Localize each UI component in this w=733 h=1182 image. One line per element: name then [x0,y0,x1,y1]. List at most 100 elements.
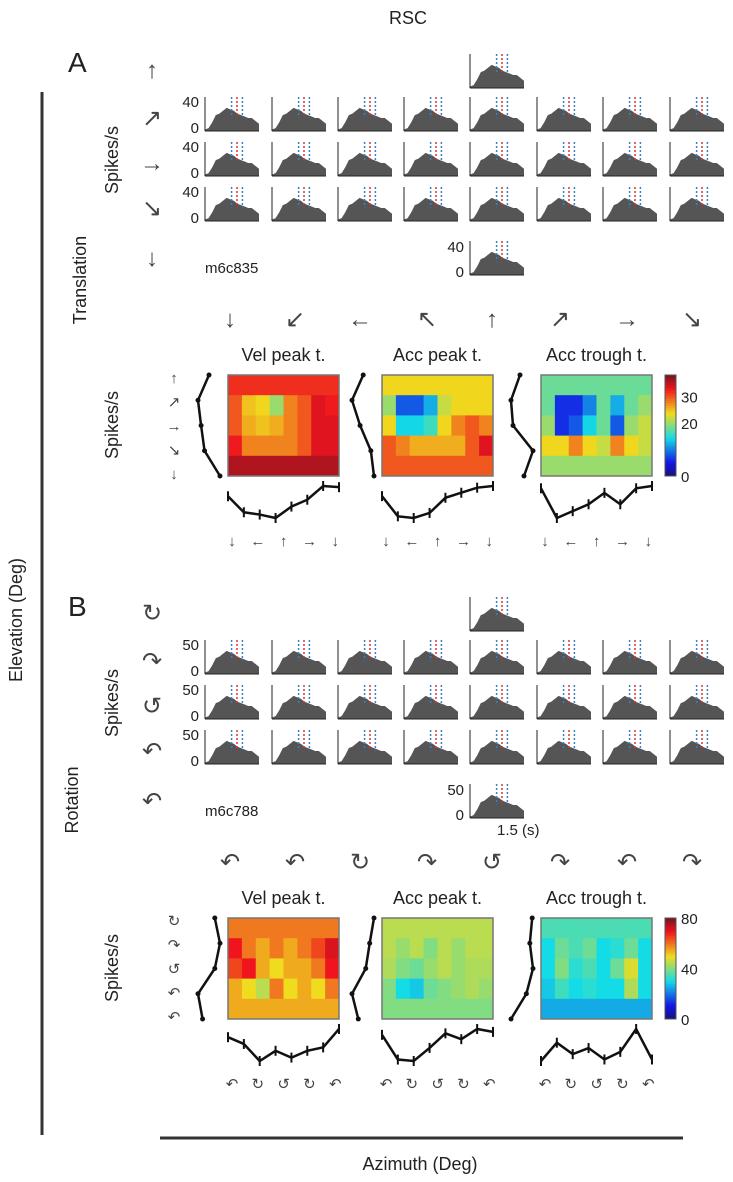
heatmap-cell [311,958,326,980]
colorbar-segment [665,412,676,416]
tuning-point [200,1016,206,1022]
colorbar-segment [665,410,676,414]
psth-ymin-label: 0 [191,120,199,137]
panel-b-letter: B [68,591,87,622]
colorbar-segment [665,433,676,437]
heatmap-cell [395,998,411,1020]
heatmap-cell [311,455,326,477]
azimuth-small-icon: ↓ [228,533,236,550]
heatmap-cell [255,435,271,457]
heatmap-cell [541,958,556,980]
heatmap-cell [228,938,243,959]
tuning-point [212,915,218,921]
tuning-point [510,423,516,428]
psth-cell-area [470,152,524,176]
tuning-point [508,1016,514,1022]
heatmap-cell [554,998,570,1020]
spikes-per-second-label: Spikes/s [102,391,122,459]
heatmap-frame [540,374,653,477]
heatmap-cell [437,375,452,396]
heatmap-cell [451,958,466,980]
colorbar-segment [665,395,676,399]
psth-cell-area [404,107,458,131]
elevation-label: Elevation (Deg) [6,558,26,682]
heatmap-cell [582,395,597,416]
colorbar-segment [665,958,676,962]
heatmap-cell [465,998,480,1020]
heatmap-cell [297,918,312,939]
heatmap-cell [297,375,312,396]
heatmap-cell [624,455,639,477]
heatmap-cell [479,415,494,437]
heatmap-cell [568,395,584,416]
heatmap-cell [269,455,284,477]
psth-cell-area [338,650,392,674]
heatmap-cell [596,435,611,457]
azimuth-direction-icon: ↙ [285,306,305,333]
azimuth-small-icon: ↶ [539,1076,552,1093]
psth-bottom-area [470,251,524,275]
map-title: Acc peak t. [393,888,482,908]
heatmap-cell [241,998,257,1020]
heatmap-cell [255,938,271,959]
heatmap-cell [568,415,584,437]
psth-cell-area [537,695,591,719]
psth-cell-area [205,107,259,131]
psth-ymax-label: 50 [447,782,464,799]
colorbar-segment [665,996,676,1000]
heatmap-cell [423,958,438,980]
colorbar-frame [664,374,677,477]
colorbar-segment [665,465,676,469]
psth-cell-area [338,197,392,221]
heatmap-cell [610,938,625,959]
tuning-point [195,397,201,403]
heatmap-cell [423,415,438,437]
colorbar-segment [665,440,676,444]
heatmap-cell [554,395,570,416]
psth-cell-area [404,695,458,719]
heatmap-cell [311,918,326,939]
heatmap-cell [596,918,611,939]
colorbar-segment [665,955,676,959]
heatmap-cell [451,998,466,1020]
heatmap-cell [241,958,257,980]
heatmap-cell [382,938,397,959]
heatmap-cell [423,998,438,1020]
psth-cell-area [338,107,392,131]
heatmap-cell [610,998,625,1020]
heatmap-cell [638,395,653,416]
heatmap-cell [596,958,611,980]
heatmap-cell [382,435,397,457]
heatmap-cell [638,998,653,1020]
heatmap-cell [437,435,452,457]
colorbar-segment [665,965,676,969]
heatmap-cell [255,978,271,1000]
azimuth-tuning-curve [227,484,340,520]
heatmap-cell [479,395,494,416]
colorbar-segment [665,963,676,967]
heatmap-cell [582,998,597,1020]
psth-cell-area [670,650,724,674]
psth-cell-area [205,152,259,176]
azimuth-small-icon: ↓ [645,533,653,550]
heatmap-cell [395,978,411,1000]
heatmap-cell [382,958,397,980]
heatmap-cell [269,918,284,939]
psth-cell-area [470,740,524,764]
colorbar-segment [665,415,676,419]
map-title: Acc peak t. [393,345,482,365]
heatmap-cell [624,415,639,437]
heatmap-cell [465,958,480,980]
heatmap-cell [423,918,438,939]
elevation-direction-icon: ↺ [142,693,162,720]
psth-cell-area [603,650,657,674]
tuning-point [217,473,223,479]
heatmap-cell [228,998,243,1020]
psth-top-area [470,607,524,631]
colorbar-segment [665,1008,676,1012]
heatmap-cell [596,978,611,1000]
elevation-small-icon: ↶ [168,985,181,1002]
tuning-point [195,991,201,997]
heatmap-cell [624,395,639,416]
tuning-point [217,940,223,946]
